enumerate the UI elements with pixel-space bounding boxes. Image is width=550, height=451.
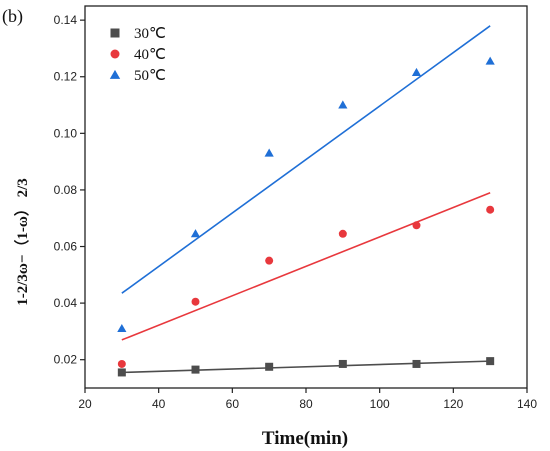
data-point-triangle — [264, 148, 274, 157]
data-point-triangle — [485, 56, 495, 65]
data-point-square — [191, 365, 200, 374]
legend-label: 50℃ — [134, 68, 166, 84]
data-point-circle — [191, 297, 200, 306]
data-point-square — [117, 368, 126, 377]
x-tick-label: 20 — [78, 397, 92, 411]
x-tick-label: 120 — [443, 397, 463, 411]
data-point-square — [110, 28, 120, 38]
y-axis-ticks: 0.02 0.04 0.06 0.08 0.10 0.12 0.14 — [54, 13, 85, 367]
y-tick-label: 0.12 — [54, 70, 78, 84]
legend: 30℃ 40℃ 50℃ — [109, 26, 166, 84]
x-axis-ticks: 20 40 60 80 100 120 140 — [78, 388, 537, 411]
legend-label: 30℃ — [134, 26, 166, 42]
data-point-circle — [338, 229, 347, 238]
y-tick-label: 0.06 — [54, 240, 78, 254]
data-point-square — [412, 359, 421, 368]
data-point-triangle — [117, 323, 127, 333]
x-tick-label: 80 — [299, 397, 313, 411]
y-tick-label: 0.10 — [54, 126, 78, 140]
data-point-triangle — [338, 100, 348, 109]
y-axis-title: 1-2/3ω−（1-ω） 2/3 — [13, 178, 31, 306]
data-point-circle — [265, 256, 274, 265]
plot-border — [84, 5, 528, 389]
data-point-circle — [117, 359, 126, 368]
data-point-square — [338, 359, 347, 368]
x-tick-label: 100 — [370, 397, 390, 411]
panel-label: (b) — [2, 6, 23, 27]
y-tick-label: 0.02 — [54, 353, 78, 367]
x-tick-label: 40 — [152, 397, 166, 411]
fit-line — [121, 360, 491, 374]
data-point-triangle — [190, 229, 201, 238]
data-point-triangle — [411, 67, 422, 76]
y-tick-label: 0.14 — [54, 13, 78, 27]
data-point-square — [486, 357, 495, 366]
legend-label: 40℃ — [134, 47, 166, 63]
data-point-circle — [412, 221, 421, 230]
data-point-circle — [110, 49, 120, 59]
data-markers — [117, 56, 495, 377]
fit-line — [121, 192, 491, 341]
y-tick-label: 0.04 — [54, 296, 78, 310]
x-axis-title: Time(min) — [262, 428, 348, 449]
data-point-triangle — [109, 69, 121, 79]
fit-lines — [121, 25, 491, 374]
y-tick-label: 0.08 — [54, 183, 78, 197]
data-point-square — [265, 362, 274, 371]
x-tick-label: 140 — [517, 397, 537, 411]
plot-frame — [84, 5, 528, 389]
data-point-circle — [486, 205, 495, 214]
x-tick-label: 60 — [226, 397, 240, 411]
fit-line — [121, 25, 491, 294]
